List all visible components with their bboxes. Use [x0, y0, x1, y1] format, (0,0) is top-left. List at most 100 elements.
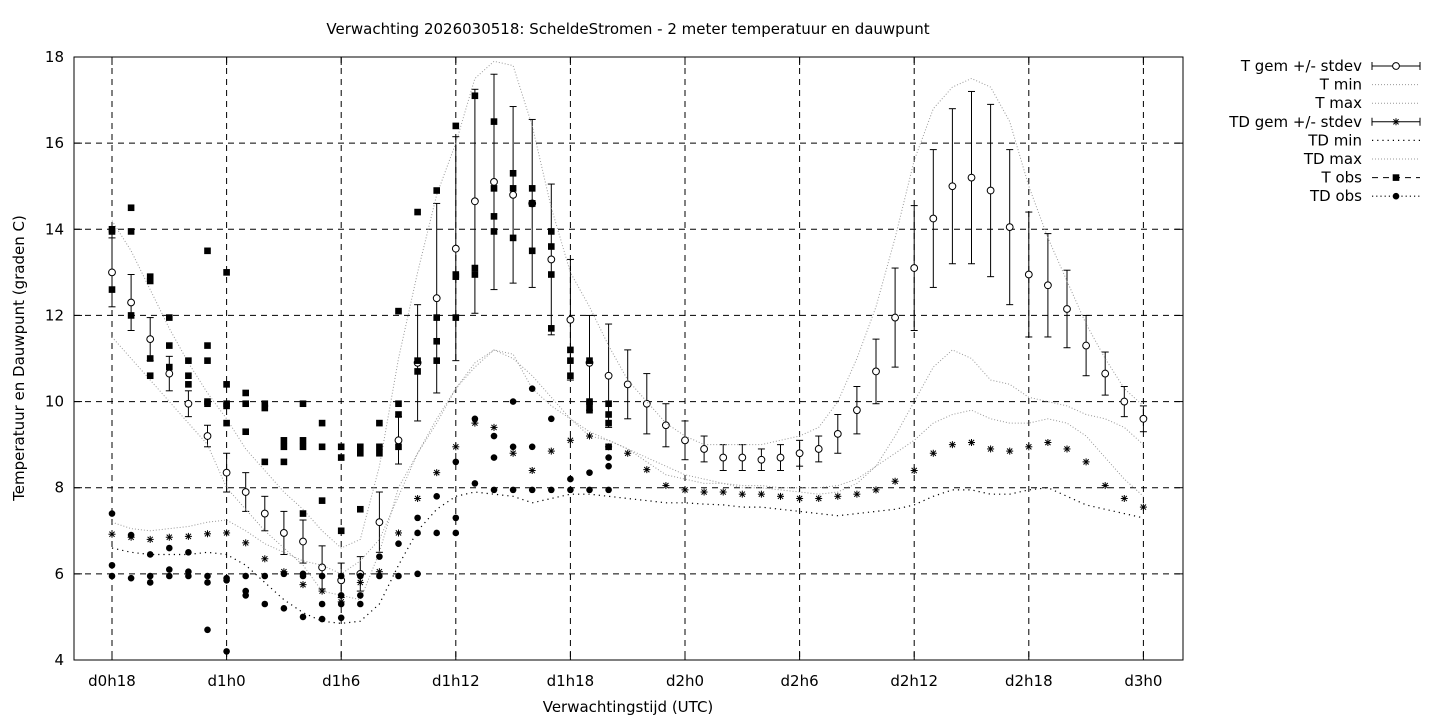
star-stroke	[739, 491, 746, 498]
filled-circle-point	[280, 605, 288, 612]
filled-circle-point	[166, 544, 173, 552]
star-point	[948, 441, 956, 449]
filled-circle-point	[337, 600, 345, 608]
filled-square-point	[299, 437, 307, 444]
star-point	[395, 529, 402, 537]
star-point	[968, 438, 975, 446]
open-circle-point	[490, 178, 498, 186]
filled-circle-point	[395, 540, 402, 548]
filled-square-point	[471, 271, 479, 278]
filled-square-point	[414, 208, 421, 216]
filled-square-point	[185, 357, 192, 364]
filled-circle-point	[509, 486, 517, 494]
filled-square-point	[471, 264, 479, 272]
star-stroke	[796, 495, 803, 502]
filled-circle-point	[1392, 192, 1400, 200]
filled-circle-point	[548, 415, 555, 423]
filled-circle-point	[166, 566, 173, 573]
filled-square-point	[567, 357, 574, 364]
star-stroke	[873, 486, 879, 493]
filled-circle-point	[586, 486, 593, 494]
star-point	[834, 492, 842, 500]
star-stroke	[643, 466, 650, 473]
legend-label: TD obs	[1309, 187, 1362, 205]
series-t-obs	[108, 92, 612, 535]
filled-square-point	[605, 400, 612, 408]
filled-square-point	[528, 200, 536, 207]
filled-square-point	[433, 187, 440, 194]
open-circle-point	[910, 264, 919, 272]
filled-circle-point	[528, 385, 536, 392]
filled-circle-point	[471, 480, 479, 487]
star-point	[719, 488, 727, 496]
star-stroke	[261, 555, 268, 562]
filled-square-point	[299, 400, 307, 408]
star-point	[261, 555, 269, 563]
filled-square-point	[337, 454, 345, 461]
filled-circle-point	[204, 626, 211, 634]
x-tick-label: d1h18	[547, 672, 595, 690]
filled-circle-point	[433, 493, 441, 500]
star-stroke	[109, 531, 115, 538]
filled-circle-point	[452, 458, 460, 466]
star-stroke	[166, 534, 173, 541]
legend-entry: TD min	[1307, 131, 1420, 149]
open-circle-point	[700, 445, 708, 453]
star-stroke	[1393, 118, 1399, 125]
open-circle-point	[776, 453, 785, 462]
filled-square-point	[204, 342, 211, 349]
grid-lines	[74, 57, 1183, 660]
star-point	[662, 482, 670, 490]
x-tick-label: d1h12	[432, 672, 480, 690]
filled-circle-point	[146, 579, 154, 586]
legend-entry: T max	[1314, 94, 1420, 112]
legend-entry: TD gem +/- stdev	[1228, 113, 1421, 131]
filled-circle-point	[452, 529, 460, 537]
filled-circle-point	[376, 553, 383, 560]
star-stroke	[624, 450, 631, 457]
star-point	[433, 469, 441, 477]
open-circle-point	[280, 529, 288, 537]
open-circle-point	[738, 453, 747, 462]
filled-circle-point	[414, 514, 421, 522]
star-point	[490, 423, 498, 431]
filled-square-point	[146, 277, 154, 285]
filled-circle-point	[204, 572, 211, 580]
open-circle-point	[642, 399, 651, 408]
filled-circle-point	[605, 462, 612, 470]
legend-entry: T gem +/- stdev	[1240, 57, 1421, 75]
star-point	[165, 533, 173, 541]
filled-circle-point	[146, 572, 154, 580]
star-point	[204, 530, 211, 538]
filled-square-point	[509, 234, 517, 242]
open-circle-point	[509, 190, 517, 199]
filled-square-point	[280, 437, 288, 444]
open-circle-point	[891, 313, 899, 322]
filled-circle-point	[127, 531, 135, 539]
filled-circle-point	[108, 561, 116, 569]
star-stroke	[548, 448, 555, 455]
open-circle-point	[929, 214, 938, 223]
star-point	[624, 449, 632, 457]
filled-square-point	[586, 400, 593, 408]
star-stroke	[185, 533, 192, 540]
legend-entry: TD obs	[1309, 187, 1420, 205]
legend-label: TD min	[1307, 131, 1362, 149]
filled-square-point	[204, 357, 211, 364]
filled-square-point	[509, 185, 517, 192]
open-circle-point	[260, 509, 269, 518]
star-stroke	[242, 539, 249, 546]
open-circle-point	[1082, 341, 1090, 350]
open-circle-point	[394, 436, 403, 445]
filled-square-point	[395, 400, 402, 408]
star-point	[223, 529, 231, 537]
filled-square-point	[414, 368, 421, 375]
open-circle-point	[566, 315, 575, 324]
filled-circle-point	[127, 574, 135, 582]
star-stroke	[204, 530, 211, 537]
filled-circle-point	[223, 577, 230, 584]
filled-square-point	[242, 389, 249, 397]
star-point	[509, 449, 517, 457]
star-point	[777, 492, 784, 500]
filled-square-point	[280, 458, 288, 466]
